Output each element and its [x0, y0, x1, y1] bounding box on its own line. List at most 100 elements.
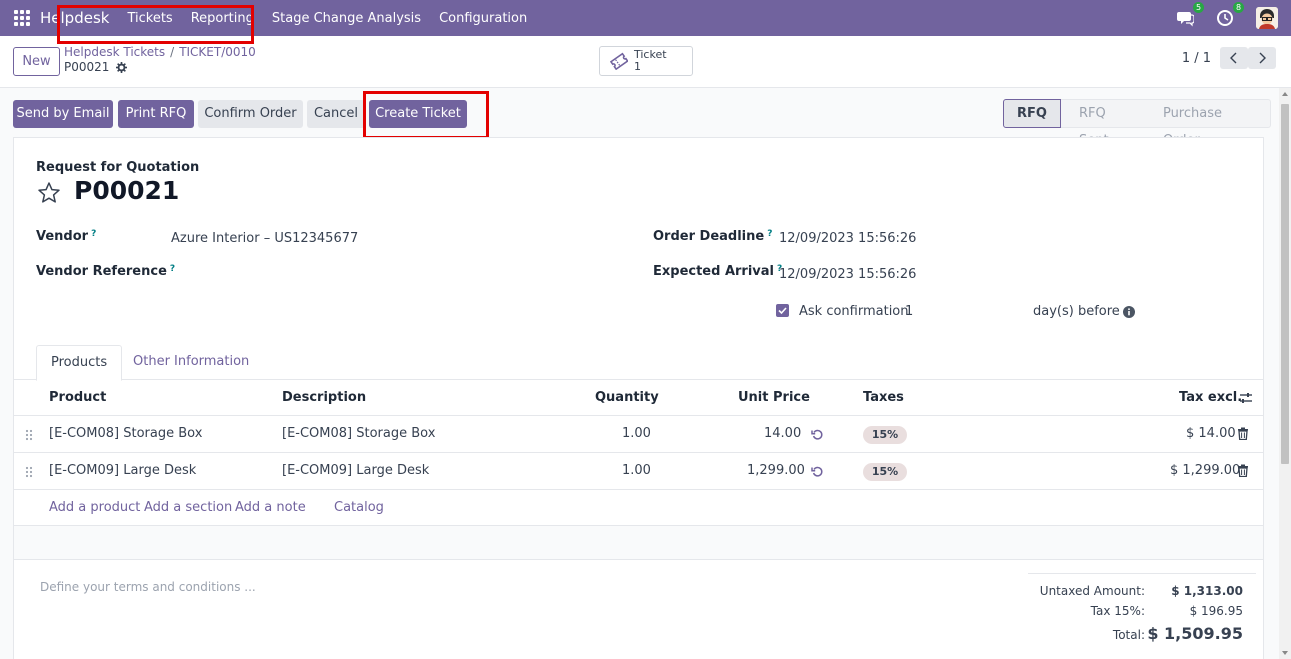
- order-deadline-label: Order Deadline?: [653, 229, 773, 244]
- expected-arrival-field[interactable]: 12/09/2023 15:56:26: [779, 267, 917, 282]
- add-product-link[interactable]: Add a product: [49, 500, 141, 515]
- chat-count-badge: 5: [1193, 2, 1204, 13]
- breadcrumb-parent-link[interactable]: Helpdesk Tickets: [64, 45, 166, 59]
- terms-conditions-field[interactable]: Define your terms and conditions ...: [40, 580, 256, 594]
- line-subtotal: $ 14.00: [1186, 426, 1236, 441]
- tax-badge[interactable]: 15%: [863, 426, 907, 444]
- line-product[interactable]: [E-COM08] Storage Box: [49, 426, 203, 441]
- menu-configuration[interactable]: Configuration: [439, 10, 528, 26]
- line-unit-price[interactable]: 14.00: [764, 426, 802, 441]
- table-row[interactable]: [E-COM08] Storage Box [E-COM08] Storage …: [14, 416, 1263, 453]
- apps-menu-icon[interactable]: [14, 10, 30, 26]
- untaxed-amount-label: Untaxed Amount:: [1039, 584, 1145, 598]
- untaxed-amount-value: $ 1,313.00: [1171, 584, 1243, 598]
- line-quantity[interactable]: 1.00: [622, 463, 651, 478]
- tab-other-information[interactable]: Other Information: [133, 354, 250, 369]
- pager-next-button[interactable]: [1248, 47, 1276, 69]
- check-icon: [778, 307, 787, 315]
- scroll-up-arrow-icon[interactable]: [1282, 92, 1288, 96]
- new-button[interactable]: New: [13, 47, 60, 76]
- column-tax-excl[interactable]: Tax excl.: [1179, 390, 1243, 405]
- tab-products[interactable]: Products: [36, 345, 123, 381]
- reset-price-icon[interactable]: [811, 428, 824, 441]
- record-name: P00021: [64, 60, 128, 74]
- gear-icon[interactable]: [116, 61, 128, 73]
- drag-handle-icon[interactable]: [25, 466, 33, 478]
- chevron-left-icon: [1230, 52, 1237, 64]
- expected-arrival-help-icon[interactable]: ?: [777, 264, 783, 274]
- pager-value[interactable]: 1 / 1: [1181, 51, 1211, 66]
- optional-columns-icon[interactable]: [1239, 392, 1253, 404]
- ask-confirmation-days-field[interactable]: 1: [905, 304, 914, 319]
- drag-handle-icon[interactable]: [25, 429, 33, 441]
- line-description[interactable]: [E-COM09] Large Desk: [282, 463, 430, 478]
- breadcrumb-separator: /: [170, 45, 175, 59]
- stage-rfq-sent[interactable]: RFQ Sent: [1060, 99, 1145, 148]
- activity-clock-icon[interactable]: 8: [1216, 2, 1244, 27]
- page-title: P00021: [74, 176, 180, 205]
- column-unit-price[interactable]: Unit Price: [738, 390, 810, 405]
- ticket-icon: [610, 52, 628, 70]
- scroll-down-arrow-icon[interactable]: [1282, 651, 1288, 655]
- pager-previous-button[interactable]: [1220, 47, 1248, 69]
- order-lines-header: Product Description Quantity Unit Price …: [14, 380, 1263, 416]
- menu-tickets[interactable]: Tickets: [127, 10, 173, 26]
- vendor-reference-help-icon[interactable]: ?: [169, 264, 176, 274]
- star-icon[interactable]: [37, 181, 61, 205]
- ticket-smart-label: Ticket: [634, 48, 667, 61]
- table-row[interactable]: [E-COM09] Large Desk [E-COM09] Large Des…: [14, 453, 1263, 490]
- tax-badge[interactable]: 15%: [863, 463, 907, 481]
- vertical-scrollbar[interactable]: [1279, 88, 1291, 659]
- record-name-text: P00021: [64, 60, 110, 74]
- vendor-reference-label: Vendor Reference?: [36, 264, 176, 279]
- line-product[interactable]: [E-COM09] Large Desk: [49, 463, 197, 478]
- create-ticket-highlight-box: [363, 91, 489, 139]
- line-description[interactable]: [E-COM08] Storage Box: [282, 426, 436, 441]
- table-footer-row: [14, 526, 1263, 560]
- breadcrumb: Helpdesk Tickets / TICKET/0010: [64, 45, 256, 59]
- expected-arrival-label: Expected Arrival?: [653, 264, 783, 279]
- menu-reporting[interactable]: Reporting: [190, 10, 254, 26]
- stage-purchase-order[interactable]: Purchase Order: [1144, 99, 1271, 148]
- notebook-tabs: Products Other Information: [14, 345, 1263, 381]
- menu-stage-change-analysis[interactable]: Stage Change Analysis: [271, 10, 422, 26]
- send-by-email-button[interactable]: Send by Email: [13, 100, 113, 128]
- scrollbar-thumb[interactable]: [1281, 104, 1289, 464]
- column-description[interactable]: Description: [282, 390, 367, 405]
- add-note-link[interactable]: Add a note: [235, 500, 306, 515]
- trash-icon[interactable]: [1237, 427, 1249, 440]
- tax-label: Tax 15%:: [1090, 604, 1145, 618]
- document-type-label: Request for Quotation: [36, 160, 200, 175]
- stage-rfq[interactable]: RFQ: [1003, 99, 1061, 128]
- activity-count-badge: 8: [1233, 2, 1244, 13]
- trash-icon[interactable]: [1237, 464, 1249, 477]
- chevron-right-icon: [1259, 52, 1266, 64]
- cancel-button[interactable]: Cancel: [307, 100, 365, 128]
- confirm-order-button[interactable]: Confirm Order: [198, 100, 303, 128]
- vendor-help-icon[interactable]: ?: [91, 229, 97, 239]
- ask-confirmation-checkbox[interactable]: [776, 304, 789, 317]
- tax-value: $ 196.95: [1189, 604, 1243, 618]
- column-product[interactable]: Product: [49, 390, 107, 405]
- status-bar: RFQ RFQ Sent Purchase Order: [1003, 99, 1271, 148]
- order-deadline-help-icon[interactable]: ?: [767, 229, 773, 239]
- ticket-smart-button[interactable]: Ticket 1: [599, 46, 693, 76]
- vendor-field[interactable]: Azure Interior – US12345677: [171, 231, 359, 246]
- user-avatar[interactable]: [1256, 7, 1278, 29]
- total-label: Total:: [1112, 628, 1145, 642]
- add-section-link[interactable]: Add a section: [144, 500, 233, 515]
- days-before-label: day(s) before: [1033, 304, 1120, 319]
- reset-price-icon[interactable]: [811, 465, 824, 478]
- line-unit-price[interactable]: 1,299.00: [747, 463, 805, 478]
- column-quantity[interactable]: Quantity: [595, 390, 659, 405]
- info-icon[interactable]: [1123, 306, 1135, 318]
- ask-confirmation-label: Ask confirmation: [799, 304, 909, 319]
- order-deadline-field[interactable]: 12/09/2023 15:56:26: [779, 231, 917, 246]
- create-ticket-button[interactable]: Create Ticket: [369, 100, 467, 128]
- print-rfq-button[interactable]: Print RFQ: [118, 100, 194, 128]
- catalog-link[interactable]: Catalog: [334, 500, 384, 515]
- column-taxes[interactable]: Taxes: [863, 390, 904, 405]
- line-quantity[interactable]: 1.00: [622, 426, 651, 441]
- breadcrumb-current-link[interactable]: TICKET/0010: [179, 45, 256, 59]
- chat-icon[interactable]: 5: [1176, 2, 1204, 27]
